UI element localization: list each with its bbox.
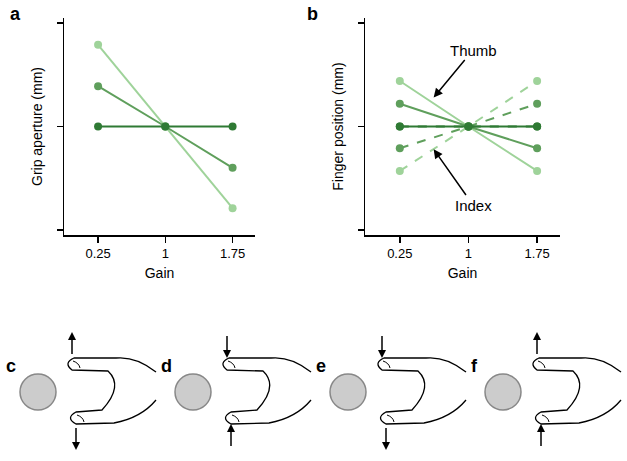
svg-text:Gain: Gain — [448, 265, 478, 281]
svg-text:1: 1 — [465, 246, 472, 261]
svg-text:b: b — [307, 4, 318, 24]
svg-text:e: e — [316, 356, 326, 376]
svg-text:0.25: 0.25 — [85, 246, 110, 261]
svg-text:Finger position (mm): Finger position (mm) — [330, 62, 346, 190]
svg-text:a: a — [10, 4, 21, 24]
svg-text:1.75: 1.75 — [524, 246, 549, 261]
svg-text:d: d — [161, 356, 172, 376]
svg-text:c: c — [6, 356, 16, 376]
svg-text:Gain: Gain — [145, 265, 175, 281]
svg-text:1.75: 1.75 — [220, 246, 245, 261]
svg-text:Index: Index — [455, 197, 492, 214]
svg-text:Grip aperture (mm): Grip aperture (mm) — [29, 67, 45, 186]
svg-text:Thumb: Thumb — [450, 42, 497, 59]
svg-text:f: f — [471, 356, 478, 376]
svg-text:0.25: 0.25 — [387, 246, 412, 261]
svg-text:1: 1 — [162, 246, 169, 261]
